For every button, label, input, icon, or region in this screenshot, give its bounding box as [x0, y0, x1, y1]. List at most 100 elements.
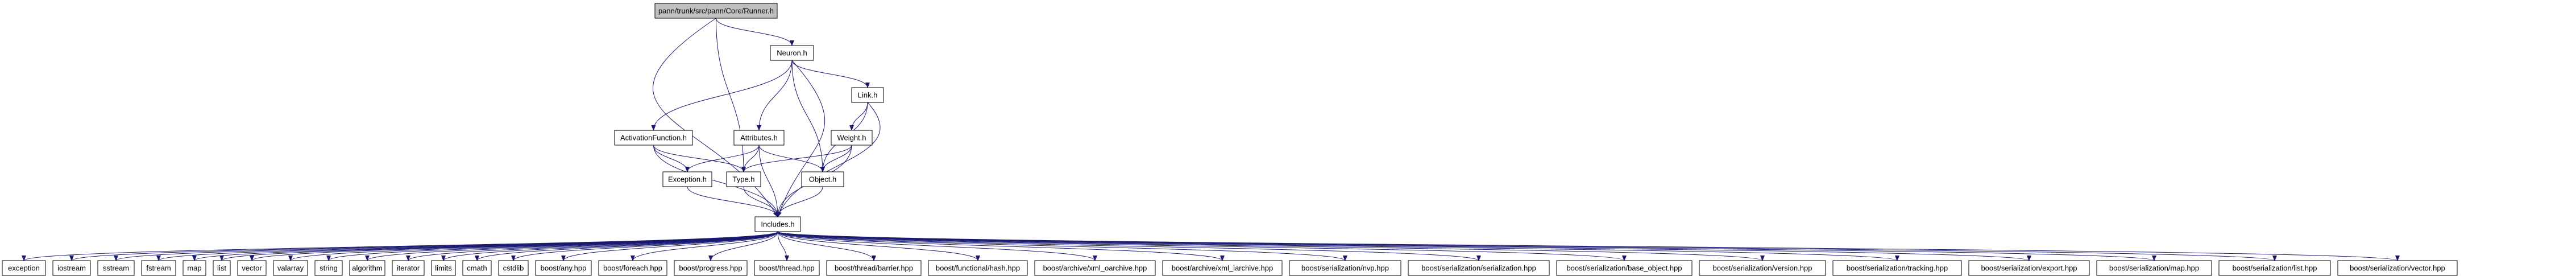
- node-label: boost/serialization/export.hpp: [1981, 264, 2077, 273]
- node-b-sstream[interactable]: sstream: [97, 260, 135, 276]
- edge-includes-to-b_progress: [708, 231, 778, 261]
- node-b-xml-oarchive[interactable]: boost/archive/xml_oarchive.hpp: [1034, 260, 1156, 276]
- node-b-valarray[interactable]: valarray: [273, 260, 308, 276]
- node-object[interactable]: Object.h: [801, 171, 844, 187]
- node-b-iostream[interactable]: iostream: [52, 260, 91, 276]
- node-box: [1408, 260, 1550, 276]
- node-label: pann/trunk/src/pann/Core/Runner.h: [658, 7, 774, 15]
- edge-activation-to-includes: [653, 145, 780, 217]
- node-neuron[interactable]: Neuron.h: [770, 45, 814, 61]
- node-activation[interactable]: ActivationFunction.h: [614, 130, 693, 146]
- edge-neuron-to-link: [791, 60, 870, 88]
- node-label: boost/foreach.hpp: [603, 264, 662, 273]
- node-label: string: [320, 264, 338, 273]
- edge-runner-to-includes: [653, 18, 778, 217]
- edge-includes-to-b_serialization: [777, 231, 1481, 261]
- node-box: [851, 87, 884, 103]
- node-exception[interactable]: Exception.h: [662, 171, 712, 187]
- node-label: iostream: [57, 264, 86, 273]
- node-b-version[interactable]: boost/serialization/version.hpp: [1699, 260, 1826, 276]
- node-b-progress[interactable]: boost/progress.hpp: [674, 260, 748, 276]
- node-label: fstream: [146, 264, 171, 273]
- node-box: [654, 3, 778, 19]
- node-b-smap[interactable]: boost/serialization/map.hpp: [2096, 260, 2212, 276]
- edge-activation-to-type: [653, 145, 746, 172]
- edge-weight-to-type: [741, 145, 852, 172]
- node-link[interactable]: Link.h: [851, 87, 884, 103]
- node-box: [826, 260, 922, 276]
- node-b-string[interactable]: string: [314, 260, 343, 276]
- node-b-nvp[interactable]: boost/serialization/nvp.hpp: [1289, 260, 1401, 276]
- node-b-xml-iarchive[interactable]: boost/archive/xml_iarchive.hpp: [1162, 260, 1283, 276]
- node-b-export[interactable]: boost/serialization/export.hpp: [1968, 260, 2090, 276]
- edge-attributes-to-exception: [685, 145, 760, 172]
- node-label: Object.h: [809, 175, 836, 184]
- node-label: boost/functional/hash.hpp: [936, 264, 1020, 273]
- node-label: Neuron.h: [777, 49, 807, 57]
- node-box: [801, 171, 844, 187]
- node-label: algorithm: [352, 264, 382, 273]
- edge-includes-to-b_foreach: [630, 231, 778, 261]
- edge-includes-to-b_svector: [777, 231, 2399, 261]
- edge-includes-to-b_thread: [777, 231, 789, 261]
- node-b-cmath[interactable]: cmath: [462, 260, 492, 276]
- edge-runner-to-type: [716, 18, 746, 172]
- node-b-limits[interactable]: limits: [431, 260, 456, 276]
- node-weight[interactable]: Weight.h: [831, 130, 873, 146]
- node-runner: pann/trunk/src/pann/Core/Runner.h: [654, 3, 778, 19]
- node-b-svector[interactable]: boost/serialization/vector.hpp: [2337, 260, 2458, 276]
- node-box: [392, 260, 425, 276]
- node-b-hash[interactable]: boost/functional/hash.hpp: [928, 260, 1028, 276]
- node-type[interactable]: Type.h: [726, 171, 761, 187]
- edge-includes-to-b_export: [777, 231, 2031, 261]
- node-b-iterator[interactable]: iterator: [392, 260, 425, 276]
- edge-includes-to-b_smap: [777, 231, 2156, 261]
- node-box: [598, 260, 667, 276]
- node-label: boost/serialization/vector.hpp: [2350, 264, 2445, 273]
- edge-includes-to-b_limits: [441, 231, 778, 261]
- node-label: boost/any.hpp: [541, 264, 587, 273]
- node-box: [1034, 260, 1156, 276]
- node-label: boost/serialization/base_object.hpp: [1566, 264, 1682, 273]
- node-b-barrier[interactable]: boost/thread/barrier.hpp: [826, 260, 922, 276]
- edge-includes-to-b_fstream: [156, 231, 778, 261]
- node-label: iterator: [397, 264, 420, 273]
- node-b-fstream[interactable]: fstream: [141, 260, 176, 276]
- node-b-algorithm[interactable]: algorithm: [349, 260, 385, 276]
- node-box: [535, 260, 592, 276]
- node-box: [831, 130, 873, 146]
- node-b-base-object[interactable]: boost/serialization/base_object.hpp: [1556, 260, 1693, 276]
- node-b-cstdlib[interactable]: cstdlib: [498, 260, 529, 276]
- node-b-thread[interactable]: boost/thread.hpp: [754, 260, 820, 276]
- node-b-foreach[interactable]: boost/foreach.hpp: [598, 260, 667, 276]
- node-label: boost/archive/xml_oarchive.hpp: [1043, 264, 1147, 273]
- node-box: [928, 260, 1028, 276]
- node-b-tracking[interactable]: boost/serialization/tracking.hpp: [1832, 260, 1962, 276]
- node-b-map[interactable]: map: [182, 260, 206, 276]
- node-box: [733, 130, 785, 146]
- node-box: [97, 260, 135, 276]
- node-b-any[interactable]: boost/any.hpp: [535, 260, 592, 276]
- edge-includes-to-b_list: [219, 231, 778, 261]
- node-includes[interactable]: Includes.h: [754, 216, 801, 232]
- node-b-serialization[interactable]: boost/serialization/serialization.hpp: [1408, 260, 1550, 276]
- node-box: [754, 260, 820, 276]
- node-box: [2218, 260, 2331, 276]
- node-b-slist[interactable]: boost/serialization/list.hpp: [2218, 260, 2331, 276]
- node-label: limits: [435, 264, 452, 273]
- node-attributes[interactable]: Attributes.h: [733, 130, 785, 146]
- edge-includes-to-b_xml_iarchive: [777, 231, 1225, 261]
- node-box: [770, 45, 814, 61]
- node-b-list[interactable]: list: [213, 260, 231, 276]
- node-label: boost/serialization/map.hpp: [2109, 264, 2199, 273]
- node-label: boost/thread.hpp: [759, 264, 815, 273]
- node-b-vector[interactable]: vector: [237, 260, 267, 276]
- node-label: boost/thread/barrier.hpp: [835, 264, 913, 273]
- node-b-exception[interactable]: exception: [2, 260, 46, 276]
- node-label: sstream: [103, 264, 129, 273]
- node-box: [273, 260, 308, 276]
- edge-includes-to-b_tracking: [777, 231, 1899, 261]
- node-box: [52, 260, 91, 276]
- edge-includes-to-b_hash: [777, 231, 980, 261]
- edge-activation-to-exception: [653, 145, 690, 172]
